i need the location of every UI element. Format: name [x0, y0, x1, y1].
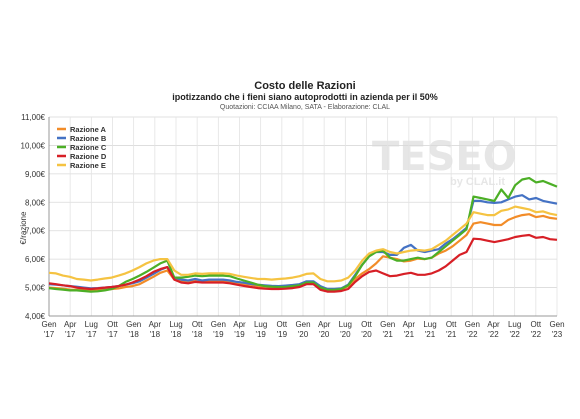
x-tick-year: '17 — [86, 330, 97, 339]
y-axis-ticks: 4,00€ 5,00€ 6,00€ 7,00€ 8,00€ 9,00€ 10,00€ 11,0… — [21, 113, 46, 321]
x-tick-month: Gen — [295, 320, 310, 329]
legend-label: Razione A — [70, 125, 107, 134]
x-tick-year: '21 — [425, 330, 436, 339]
y-tick-label: 8,00€ — [25, 198, 46, 207]
x-tick-year: '22 — [531, 330, 542, 339]
chart-source: Quotazioni: CCIAA Milano, SATA - Elabora… — [220, 104, 390, 111]
x-tick-year: '17 — [44, 330, 55, 339]
x-tick-year: '23 — [552, 330, 563, 339]
series-line-razione-d — [48, 233, 558, 293]
series-line-razione-c — [48, 177, 558, 293]
x-tick-year: '22 — [467, 330, 478, 339]
x-tick-year: '20 — [361, 330, 372, 339]
x-tick-year: '20 — [298, 330, 309, 339]
x-tick-month: Lug — [85, 320, 98, 329]
x-tick-year: '19 — [213, 330, 224, 339]
x-tick-month: Ott — [530, 320, 541, 329]
legend-label: Razione B — [70, 134, 107, 143]
x-tick-month: Gen — [380, 320, 395, 329]
x-tick-year: '18 — [192, 330, 203, 339]
x-tick-month: Gen — [41, 320, 56, 329]
series-lines — [48, 177, 558, 293]
series-line-razione-e — [48, 205, 558, 283]
x-tick-year: '18 — [171, 330, 182, 339]
watermark-text: TESEO — [372, 134, 517, 180]
x-tick-year: '19 — [234, 330, 245, 339]
legend-label: Razione E — [70, 161, 106, 170]
x-tick-year: '21 — [404, 330, 415, 339]
x-tick-year: '18 — [128, 330, 139, 339]
chart-subtitle: ipotizzando che i fieni siano autoprodot… — [172, 92, 438, 102]
x-axis-ticks: Gen'17Apr'17Lug'17Ott'17Gen'18Apr'18Lug'… — [41, 320, 564, 339]
legend-label: Razione D — [70, 152, 107, 161]
x-tick-month: Ott — [276, 320, 287, 329]
x-tick-month: Apr — [149, 320, 162, 329]
x-tick-year: '17 — [65, 330, 76, 339]
x-tick-year: '20 — [340, 330, 351, 339]
x-tick-month: Lug — [508, 320, 521, 329]
y-tick-label: 9,00€ — [25, 170, 46, 179]
legend-label: Razione C — [70, 143, 107, 152]
x-tick-month: Apr — [64, 320, 77, 329]
x-tick-month: Gen — [211, 320, 226, 329]
watermark-subtext: by CLAL.it — [450, 176, 505, 188]
x-tick-month: Lug — [169, 320, 182, 329]
y-tick-label: 11,00€ — [21, 113, 45, 122]
y-tick-label: 10,00€ — [21, 141, 46, 150]
x-tick-month: Ott — [192, 320, 203, 329]
x-tick-year: '18 — [150, 330, 161, 339]
x-tick-year: '22 — [488, 330, 499, 339]
x-tick-month: Apr — [233, 320, 246, 329]
y-tick-label: 5,00€ — [25, 284, 46, 293]
x-tick-year: '17 — [107, 330, 118, 339]
x-tick-year: '19 — [277, 330, 288, 339]
x-tick-year: '21 — [446, 330, 457, 339]
x-tick-month: Lug — [339, 320, 352, 329]
x-tick-year: '19 — [255, 330, 266, 339]
x-tick-month: Ott — [446, 320, 457, 329]
x-tick-month: Gen — [126, 320, 141, 329]
chart-title: Costo delle Razioni — [254, 80, 355, 92]
x-tick-month: Apr — [318, 320, 331, 329]
y-axis-label: €/razione — [19, 211, 28, 244]
x-tick-year: '21 — [382, 330, 393, 339]
x-tick-year: '20 — [319, 330, 330, 339]
x-tick-month: Gen — [549, 320, 564, 329]
watermark-logo: TESEO by CLAL.it — [372, 134, 517, 188]
y-tick-label: 6,00€ — [25, 255, 46, 264]
x-tick-month: Lug — [423, 320, 436, 329]
grid — [48, 116, 558, 317]
x-tick-month: Gen — [465, 320, 480, 329]
y-tick-label: 4,00€ — [25, 312, 46, 321]
x-tick-month: Apr — [487, 320, 500, 329]
x-tick-month: Apr — [403, 320, 416, 329]
x-tick-year: '22 — [509, 330, 520, 339]
x-tick-month: Lug — [254, 320, 267, 329]
y-tick-label: 7,00€ — [25, 227, 46, 236]
x-tick-month: Ott — [361, 320, 372, 329]
x-tick-month: Ott — [107, 320, 118, 329]
